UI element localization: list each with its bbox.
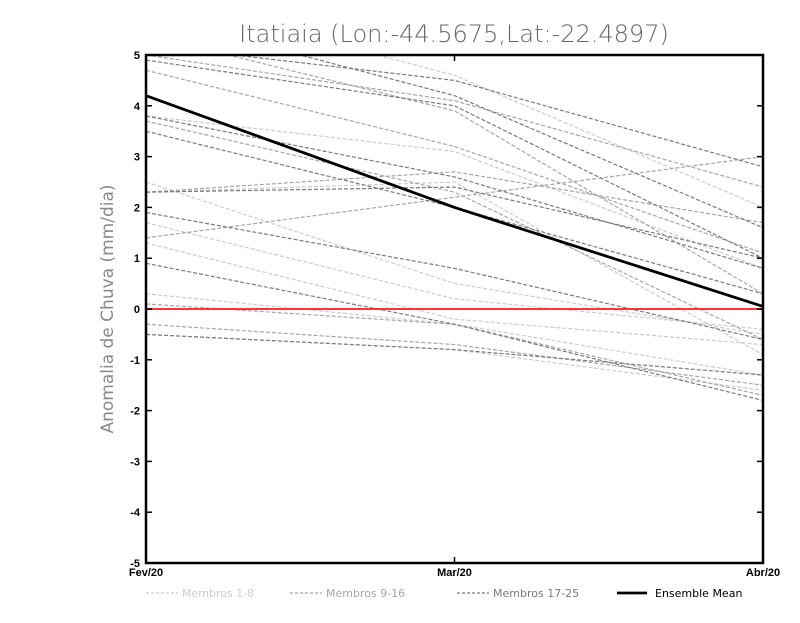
member-series-line-23 <box>297 55 763 229</box>
y-tick-label: -5 <box>130 558 140 570</box>
legend: Membros 1-8 Membros 9-16 Membros 17-25 Ense… <box>146 587 742 600</box>
member-series-line-17 <box>228 55 763 168</box>
member-series-line-8 <box>146 181 763 356</box>
y-tick-label: 0 <box>134 304 140 316</box>
y-axis-label: Anomalia de Chuva (mm/dia) <box>98 184 118 433</box>
member-series-line-11 <box>146 120 763 341</box>
member-series-line-21 <box>146 211 763 341</box>
legend-label-4: Ensemble Mean <box>655 587 742 600</box>
legend-label-3: Membros 17-25 <box>493 587 579 600</box>
y-tick-label: 3 <box>134 152 140 164</box>
member-series-line-12 <box>146 156 763 239</box>
member-series-line-24 <box>146 130 763 295</box>
y-tick-label: -4 <box>130 507 141 519</box>
y-tick-label: 2 <box>134 202 140 214</box>
member-series-line-10 <box>146 69 763 254</box>
legend-label-2: Membros 9-16 <box>326 587 405 600</box>
member-series-line-22 <box>146 333 763 376</box>
series-layer <box>146 55 763 402</box>
axis-layer: -5 -4 -3 -2 -1 0 1 2 3 4 5 Fev/20 Mar/20 Abr/20 <box>129 50 780 579</box>
y-tick-label: -3 <box>130 456 140 468</box>
y-tick-label: 1 <box>134 253 140 265</box>
member-series-line-2 <box>146 181 763 335</box>
chart-title: Itatiaia (Lon:-44.5675,Lat:-22.4897) <box>239 20 669 48</box>
member-series-line-15 <box>146 323 763 386</box>
legend-label-1: Membros 1-8 <box>182 587 254 600</box>
ensemble-mean-line <box>146 94 763 308</box>
y-tick-label: 4 <box>134 101 141 113</box>
member-series-line-18 <box>146 59 763 259</box>
y-tick-label: -2 <box>130 406 140 418</box>
member-series-line-25 <box>146 262 763 402</box>
member-series-line-4 <box>146 242 763 346</box>
member-series-line-5 <box>146 293 763 376</box>
member-series-line-19 <box>146 115 763 269</box>
member-series-line-3 <box>146 222 763 330</box>
member-series-line-16 <box>225 55 763 295</box>
y-tick-label: -1 <box>130 355 140 367</box>
x-tick-label: Fev/20 <box>129 567 163 579</box>
member-series-line-9 <box>146 55 763 188</box>
x-tick-label: Abr/20 <box>746 567 780 579</box>
member-series-line-1 <box>146 115 763 269</box>
member-series-line-13 <box>146 171 763 224</box>
y-tick-label: 5 <box>134 50 140 62</box>
member-series-line-20 <box>146 186 763 259</box>
member-series-line-7 <box>375 55 763 208</box>
member-series-line-6 <box>146 333 763 391</box>
x-tick-label: Mar/20 <box>437 567 472 579</box>
